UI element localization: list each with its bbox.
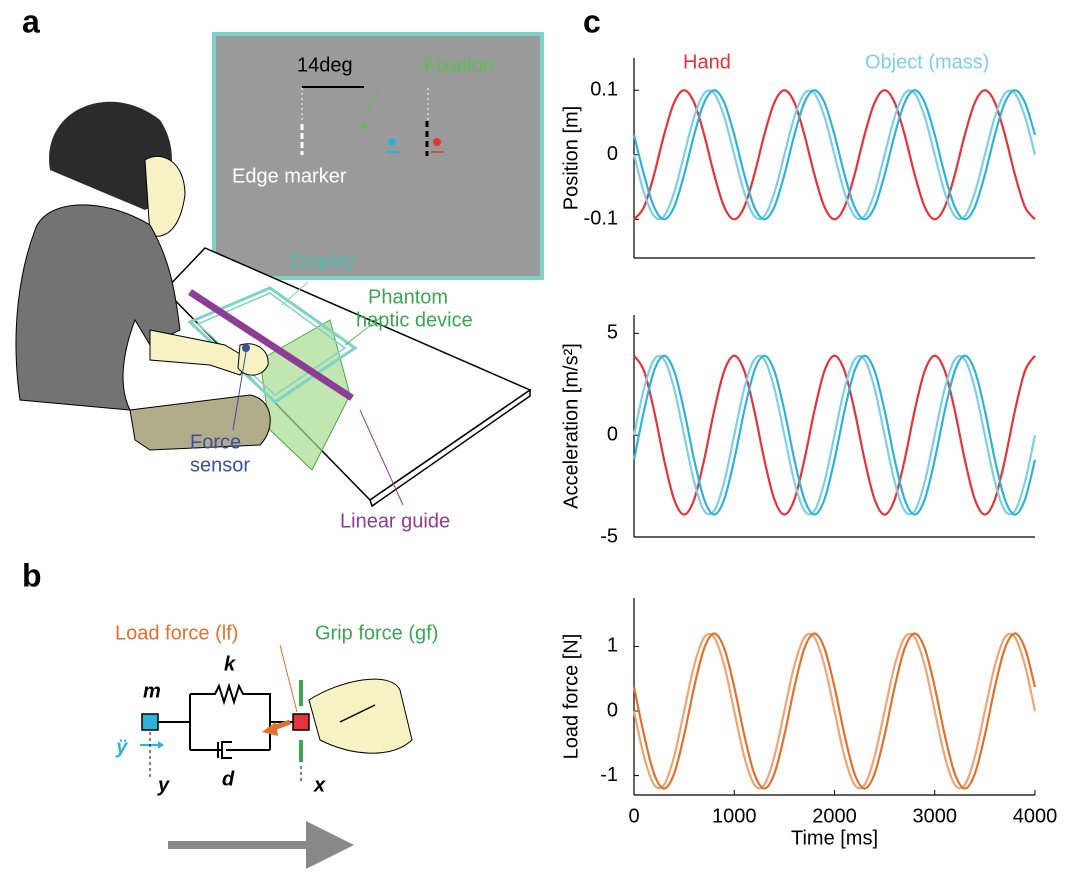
x-tick-label: 3000 xyxy=(913,805,958,827)
data-line xyxy=(632,632,1037,790)
d-label: d xyxy=(222,768,235,790)
x-tick-label: 1000 xyxy=(712,805,757,827)
m-label: m xyxy=(143,680,161,702)
angle-label: 14deg xyxy=(297,54,353,76)
y-tick-label: 0 xyxy=(607,699,618,721)
x-axis-label: Time [ms] xyxy=(791,827,878,849)
data-line xyxy=(632,89,1037,221)
fixation-label: Fixation xyxy=(424,54,494,76)
y-axis-label: Acceleration [m/s²] xyxy=(560,343,582,509)
charts: -0.1 0 0.1 Position [m] Hand Object (mass) -5 0… xyxy=(560,51,1057,849)
setup-illustration xyxy=(15,101,532,508)
display-label: Display xyxy=(290,250,356,272)
y-tick-label: 0 xyxy=(607,143,618,165)
y-axis-label: Load force [N] xyxy=(560,634,582,760)
y-tick-label: -0.1 xyxy=(584,208,618,230)
y-tick-label: 0.1 xyxy=(590,79,618,101)
force-sensor-label: Force xyxy=(190,431,241,453)
y-tick-label: 0 xyxy=(607,423,618,445)
y-tick-label: 1 xyxy=(607,635,618,657)
y-tick-label: -5 xyxy=(600,525,618,547)
panel-letter: c xyxy=(583,3,601,39)
data-line xyxy=(632,354,1037,516)
x-tick-label: 4000 xyxy=(1013,805,1058,827)
data-line xyxy=(633,354,1036,516)
panel-letter: b xyxy=(22,557,42,593)
edge-marker-label: Edge marker xyxy=(232,165,347,187)
x-label: x xyxy=(313,774,326,796)
data-line xyxy=(632,354,1037,516)
data-line xyxy=(632,89,1037,221)
y-tick-label: -1 xyxy=(600,764,618,786)
panel-letter: a xyxy=(22,3,40,39)
x-tick-label: 2000 xyxy=(812,805,857,827)
model-diagram xyxy=(140,644,413,869)
load-force-label: Load force (lf) xyxy=(115,622,238,644)
linear-guide-label: Linear guide xyxy=(340,510,450,532)
ydd-label: ÿ xyxy=(115,736,129,758)
data-line xyxy=(632,632,1037,790)
k-label: k xyxy=(224,653,236,675)
force-sensor-label: sensor xyxy=(190,454,250,476)
x-tick-label: 0 xyxy=(628,805,639,827)
legend-entry: Object (mass) xyxy=(865,51,989,73)
svg-text:+: + xyxy=(359,118,368,135)
y-axis-label: Position [m] xyxy=(560,106,582,210)
phantom-label: Phantom xyxy=(368,286,448,308)
y-label: y xyxy=(157,774,170,796)
grip-force-label: Grip force (gf) xyxy=(315,622,438,644)
y-tick-label: 5 xyxy=(607,322,618,344)
legend-entry: Hand xyxy=(683,51,731,73)
screen: + xyxy=(212,32,544,280)
phantom-label: haptic device xyxy=(356,309,473,331)
data-line xyxy=(633,89,1036,221)
